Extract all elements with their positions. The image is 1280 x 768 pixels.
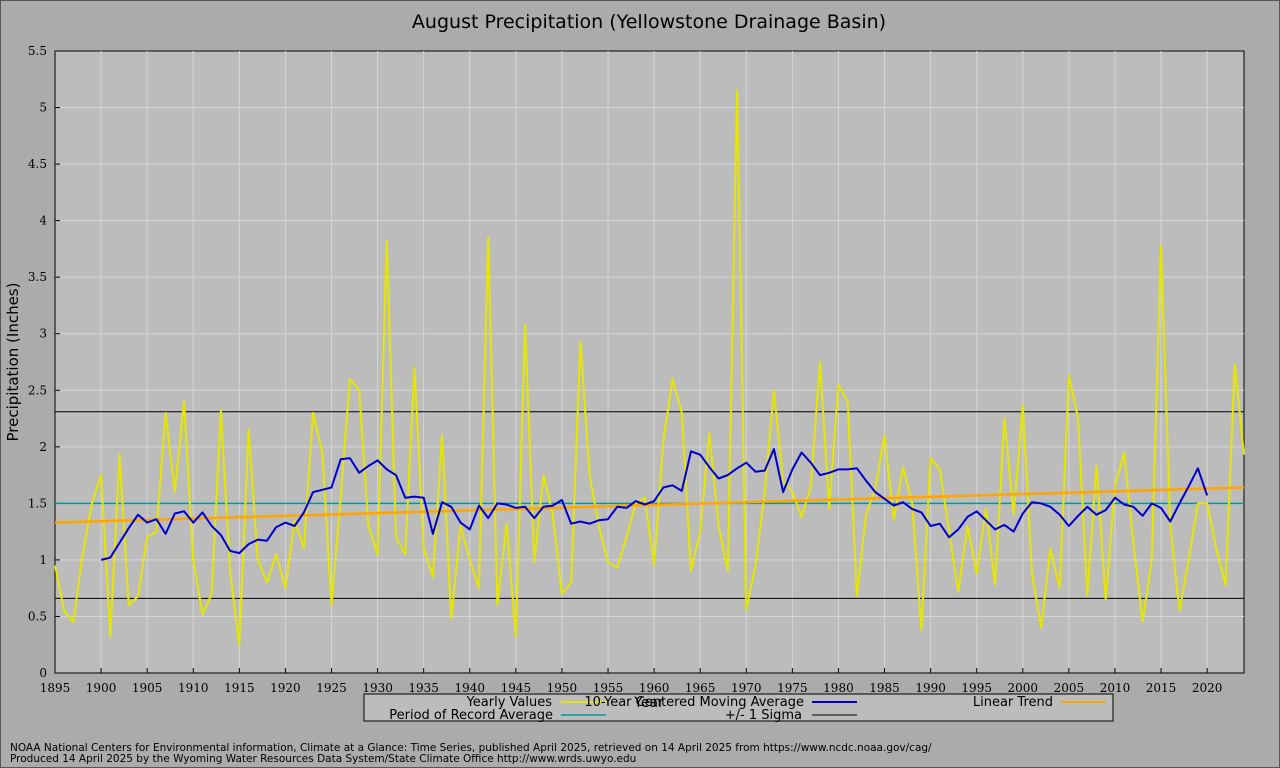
plot-area <box>54 50 1245 674</box>
x-tick-label: 1955 <box>593 681 624 695</box>
y-axis-label: Precipitation (Inches) <box>4 283 22 442</box>
y-axis-ticks: 0 0.5 1 1.5 2 2.5 3 3.5 4 4.5 5 5.5 <box>28 44 60 680</box>
x-tick-label: 2005 <box>1054 681 1085 695</box>
x-tick-label: 1945 <box>501 681 532 695</box>
y-tick-label: 2.5 <box>28 383 47 397</box>
x-axis-ticks: 1895 1900 1905 1910 1915 1920 1925 1930 1935 1940… <box>40 668 1223 695</box>
x-tick-label: 1990 <box>915 681 946 695</box>
linear-trend-line <box>54 486 1245 524</box>
x-tick-label: 2010 <box>1100 681 1131 695</box>
legend-label-average: Period of Record Average <box>389 708 553 723</box>
y-tick-label: 0 <box>39 666 47 680</box>
x-tick-label: 1920 <box>270 681 301 695</box>
y-tick-label: 3 <box>39 327 47 341</box>
x-tick-label: 1905 <box>132 681 163 695</box>
y-tick-label: 4.5 <box>28 157 47 171</box>
x-tick-label: 1940 <box>454 681 485 695</box>
x-tick-label: 1900 <box>86 681 117 695</box>
footer-produced-line: Produced 14 April 2025 by the Wyoming Wa… <box>10 753 637 765</box>
x-tick-label: 1980 <box>823 681 854 695</box>
y-tick-label: 1 <box>39 553 47 567</box>
x-tick-label: 1960 <box>639 681 670 695</box>
y-tick-label: 0.5 <box>28 609 47 623</box>
legend-label-sigma: +/- 1 Sigma <box>725 708 802 723</box>
x-axis-label: Year <box>633 695 664 711</box>
legend-box <box>363 693 1114 722</box>
x-tick-label: 2015 <box>1146 681 1177 695</box>
x-tick-label: 1915 <box>224 681 255 695</box>
legend-label-yearly: Yearly Values <box>466 695 553 710</box>
x-tick-label: 1975 <box>777 681 808 695</box>
x-tick-label: 1910 <box>178 681 209 695</box>
grid-lines <box>55 51 1244 673</box>
y-tick-label: 3.5 <box>28 270 47 284</box>
yearly-values-line <box>54 89 1245 647</box>
x-tick-label: 1895 <box>40 681 71 695</box>
legend-label-moving-average: 10-Year Centered Moving Average <box>584 695 804 710</box>
x-tick-label: 1925 <box>316 681 347 695</box>
x-tick-label: 1985 <box>869 681 900 695</box>
x-tick-label: 1965 <box>685 681 716 695</box>
x-tick-label: 1970 <box>731 681 762 695</box>
footer-source-line: NOAA National Centers for Environmental … <box>10 742 932 754</box>
legend-label-linear-trend: Linear Trend <box>973 695 1053 710</box>
x-tick-label: 2000 <box>1008 681 1039 695</box>
y-tick-label: 2 <box>39 440 47 454</box>
legend: Year Yearly Values 10-Year Centered Movi… <box>363 693 1114 723</box>
y-tick-label: 4 <box>39 214 47 228</box>
x-tick-label: 1935 <box>408 681 439 695</box>
x-tick-label: 1950 <box>547 681 578 695</box>
y-tick-label: 1.5 <box>28 496 47 510</box>
x-tick-label: 2020 <box>1192 681 1223 695</box>
x-tick-label: 1930 <box>362 681 393 695</box>
y-tick-label: 5.5 <box>28 44 47 58</box>
moving-average-line <box>100 448 1209 561</box>
x-tick-label: 1995 <box>961 681 992 695</box>
chart-title: August Precipitation (Yellowstone Draina… <box>412 11 886 33</box>
series-layer <box>54 89 1245 647</box>
y-tick-label: 5 <box>39 101 47 115</box>
